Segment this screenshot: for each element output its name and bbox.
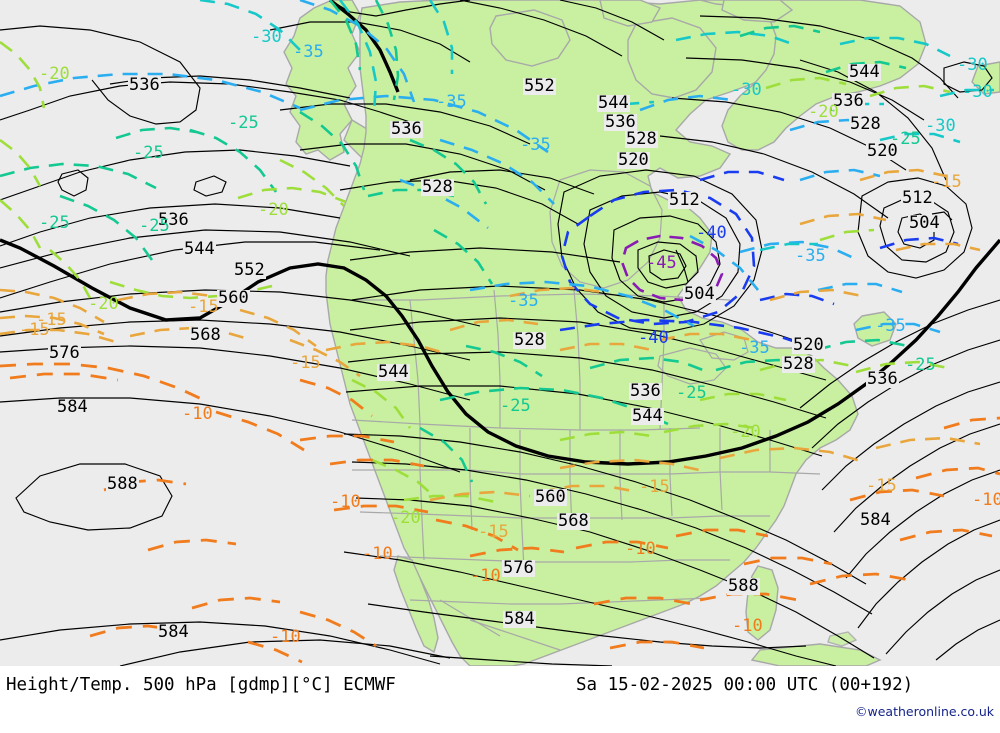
temp-contour-m10: [0, 362, 1000, 664]
footer-copyright: ©weatheronline.co.uk: [855, 704, 994, 719]
political-borders: [350, 169, 821, 651]
temp-contour-m15: [0, 168, 981, 502]
footer-datetime: Sa 15-02-2025 00:00 UTC (00+192): [576, 675, 914, 695]
map-canvas: 536 536 544 552 560 568 576 584 588 584 536 528 552 5…: [0, 0, 1000, 666]
map-vector-layer: [0, 0, 1000, 666]
map-footer: Height/Temp. 500 hPa [gdmp][°C] ECMWF Sa…: [0, 666, 1000, 733]
footer-title: Height/Temp. 500 hPa [gdmp][°C] ECMWF: [6, 675, 396, 695]
contour-552-thick-north: [328, 0, 400, 93]
temp-contour-m35: [0, 0, 941, 334]
temp-contour-m40: [559, 170, 959, 352]
temp-contour-m20: [0, 40, 951, 504]
